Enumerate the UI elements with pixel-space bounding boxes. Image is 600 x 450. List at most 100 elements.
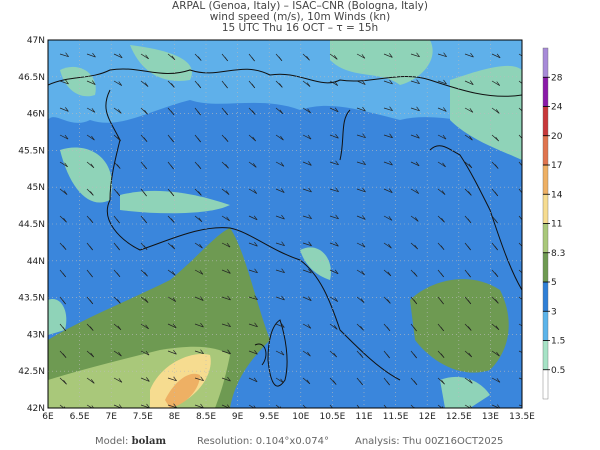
wind-barb-feather [146, 403, 150, 408]
wind-barb-feather [389, 106, 393, 111]
wind-barb-feather [251, 56, 255, 62]
wind-barb-feather [90, 352, 94, 358]
wind-barb-feather [441, 190, 446, 195]
lon-label: 6E [42, 412, 54, 422]
wind-barb-feather [467, 218, 472, 224]
colorbar-label: 28 [551, 73, 563, 83]
wind-barb [464, 107, 474, 113]
wind-barb-feather [197, 56, 202, 61]
wind-barb-feather [171, 83, 175, 88]
wind-barb-feather [389, 79, 393, 85]
wind-barb-feather [440, 245, 445, 250]
wind-barb-feather [524, 325, 527, 329]
wind-barb [140, 53, 149, 60]
wind-barb-feather [468, 352, 473, 358]
wind-barb-feather [495, 325, 500, 330]
wind-barb [437, 188, 446, 195]
lat-label: 47N [27, 36, 45, 46]
wind-barb-feather [227, 376, 231, 382]
wind-barb-feather [388, 188, 393, 193]
wind-barb-feather [116, 164, 121, 169]
wind-barb-feather [494, 272, 499, 277]
wind-barb [518, 323, 522, 327]
wind-barb-feather [117, 325, 122, 330]
wind-barb-feather [65, 107, 69, 112]
wind-barb-feather [170, 137, 174, 143]
wind-barb-feather [170, 164, 174, 170]
wind-barb-feather [416, 79, 420, 84]
wind-barb-feather [254, 241, 258, 247]
wind-barb-feather [467, 272, 471, 278]
wind-barb-feather [306, 82, 311, 87]
wind-barb-feather [89, 299, 94, 305]
wind-barb-feather [226, 216, 230, 222]
lat-label: 42.5N [18, 367, 45, 377]
lat-label: 42N [27, 404, 45, 414]
wind-barb-feather [143, 137, 148, 142]
wind-barb-feather [441, 379, 445, 385]
wind-barb-feather [523, 272, 526, 276]
wind-barb-feather [389, 133, 393, 138]
wind-barb [437, 161, 446, 168]
wind-barb [383, 134, 393, 139]
colorbar-label: 5 [551, 278, 557, 288]
wind-barb-feather [118, 351, 122, 357]
wind-barb [302, 80, 311, 87]
wind-barb [356, 296, 365, 303]
wind-barb-feather [197, 137, 201, 143]
colorbar-segment [542, 194, 549, 224]
wind-barb-feather [117, 136, 121, 142]
wind-barb [302, 188, 312, 193]
wind-barb [302, 242, 312, 247]
wind-barb [302, 134, 312, 140]
wind-barb [140, 350, 150, 356]
wind-barb-feather [307, 351, 311, 357]
wind-barb-feather [440, 272, 444, 278]
lon-label: 6.5E [70, 412, 90, 422]
wind-barb [275, 134, 284, 141]
wind-barb-feather [361, 242, 366, 248]
wind-barb-feather [469, 379, 473, 384]
wind-barb-feather [89, 245, 93, 251]
wind-barb-feather [334, 297, 339, 302]
wind-barb-feather [118, 378, 123, 383]
wind-barb-feather [469, 135, 473, 141]
wind-barb-feather [143, 218, 147, 224]
wind-barb-feather [280, 135, 284, 141]
wind-barb-feather [440, 299, 444, 305]
wind-barb-feather [524, 377, 527, 381]
wind-barb-feather [145, 350, 150, 356]
wind-barb [248, 296, 258, 300]
wind-barb-feather [415, 189, 420, 194]
wind-barb-feather [440, 353, 445, 358]
wind-barb [329, 53, 338, 60]
wind-barb [356, 215, 366, 220]
wind-barb-feather [63, 190, 68, 195]
colorbar-label: 1.5 [551, 337, 565, 347]
wind-barb-feather [281, 268, 285, 273]
wind-barb-feather [116, 191, 121, 197]
wind-barb [464, 80, 474, 85]
wind-barb-feather [199, 296, 204, 301]
wind-barb [59, 53, 69, 58]
wind-barb [140, 296, 149, 303]
wind-barb [59, 188, 68, 195]
wind-barb [302, 323, 312, 329]
wind-barb-feather [414, 244, 418, 250]
wind-barb [518, 296, 522, 300]
wind-barb [518, 242, 522, 247]
wind-barb [59, 107, 69, 112]
wind-barb [248, 350, 258, 355]
wind-barb-feather [387, 271, 392, 277]
wind-barb-feather [197, 110, 201, 116]
wind-barb-feather [387, 299, 391, 304]
wind-barb [518, 134, 522, 139]
wind-barb-feather [252, 136, 256, 142]
wind-barb [194, 296, 204, 301]
wind-barb-feather [413, 380, 418, 385]
wind-barb-feather [170, 218, 175, 223]
wind-barb [383, 242, 392, 249]
wind-barb-feather [495, 109, 500, 114]
wind-barb [86, 80, 96, 85]
